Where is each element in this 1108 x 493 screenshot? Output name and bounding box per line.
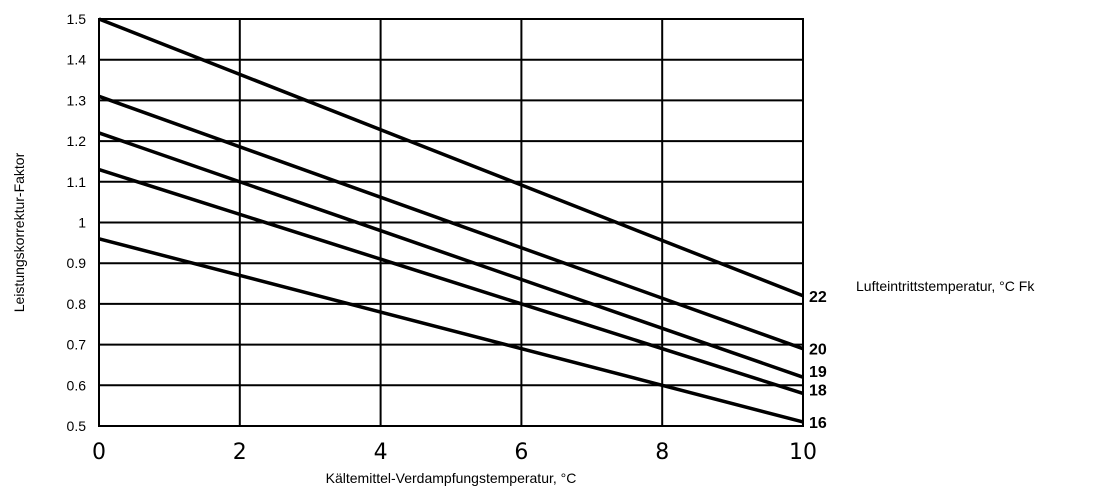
x-tick-label: 2	[233, 440, 247, 465]
y-tick-label: 1.2	[67, 133, 87, 149]
series-line-19	[98, 131, 804, 379]
series-label-20: 20	[809, 342, 827, 359]
y-tick-label: 0.7	[67, 337, 87, 353]
y-tick-label: 0.9	[67, 255, 87, 271]
series-line-18	[98, 167, 804, 396]
series-label-22: 22	[809, 289, 827, 306]
y-tick-label: 0.6	[67, 377, 87, 393]
series-line-16	[98, 237, 804, 424]
y-tick-labels: 0.5 0.6 0.7 0.8 0.9 1 1.1 1.2 1.3 1.4 1.5	[67, 11, 87, 434]
y-axis-label: Leistungskorrektur-Faktor	[11, 152, 27, 312]
y-tick-label: 1	[78, 215, 86, 231]
x-tick-label: 10	[789, 440, 817, 465]
y-tick-label: 1.3	[67, 92, 87, 108]
legend-title: Lufteintrittstemperatur, °C Fk	[856, 278, 1035, 294]
y-tick-label: 0.8	[67, 296, 87, 312]
series-line-20	[98, 94, 804, 351]
x-axis-label: Kältemittel-Verdampfungstemperatur, °C	[326, 470, 577, 486]
y-tick-label: 1.5	[67, 11, 87, 27]
series-label-19: 19	[809, 364, 827, 381]
series-lines	[98, 17, 804, 424]
series-label-18: 18	[809, 382, 827, 399]
x-tick-label: 0	[92, 440, 106, 465]
y-tick-label: 1.1	[67, 174, 87, 190]
x-tick-labels: 0 2 4 6 8 10	[92, 440, 817, 465]
x-tick-label: 8	[655, 440, 669, 465]
series-label-16: 16	[809, 415, 827, 432]
x-tick-label: 4	[374, 440, 388, 465]
plot-frame	[98, 18, 804, 427]
series-line-22	[98, 17, 804, 298]
y-tick-label: 0.5	[67, 418, 87, 434]
y-tick-label: 1.4	[67, 52, 87, 68]
x-tick-label: 6	[514, 440, 528, 465]
